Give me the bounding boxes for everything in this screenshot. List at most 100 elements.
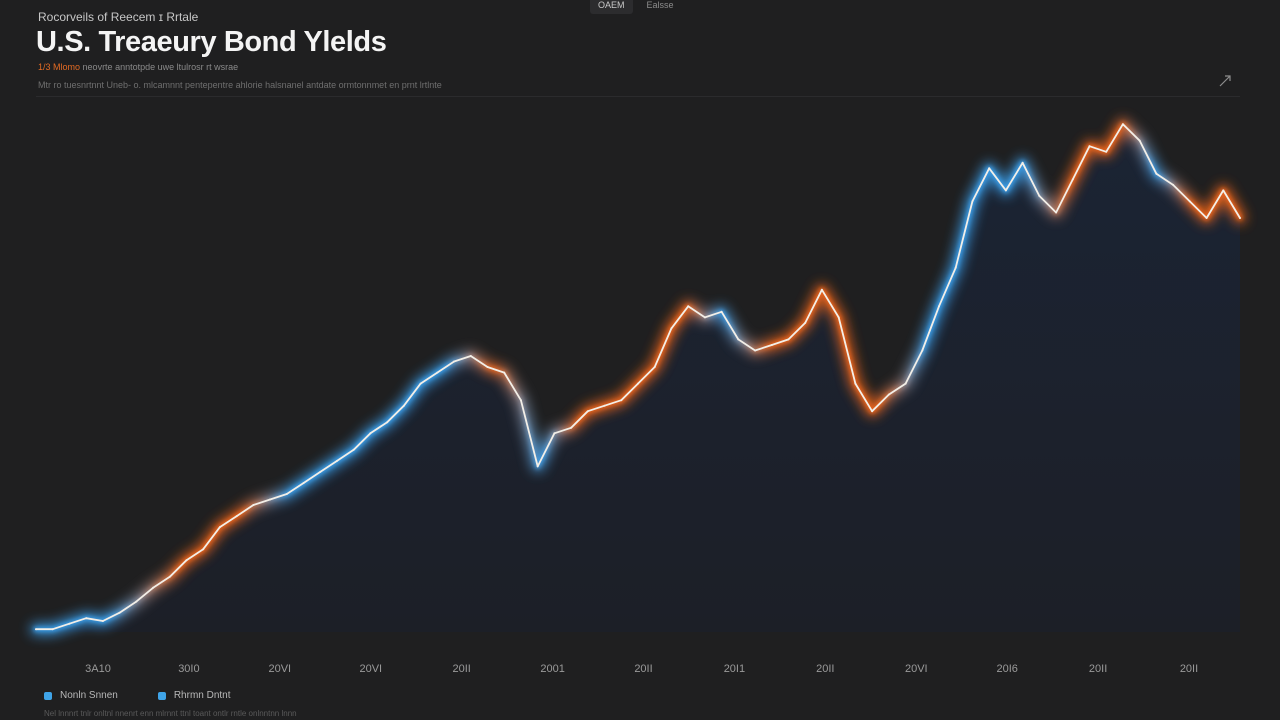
data-point (1188, 200, 1191, 203)
x-tick-label: 20II (816, 663, 834, 675)
data-point (687, 305, 690, 308)
x-tick-label: 20VI (905, 663, 928, 675)
data-point (820, 288, 823, 291)
eyebrow-label: Rocorveils of Reecem ɪ Rrtale (38, 10, 199, 24)
data-point (469, 355, 472, 357)
data-point (603, 404, 606, 407)
expand-button[interactable] (1216, 72, 1234, 90)
data-point (1205, 217, 1208, 219)
data-point (218, 526, 221, 529)
data-point (235, 515, 238, 518)
x-tick-label: 20II (634, 663, 652, 675)
chart-footnote: Nel lnnnrt tnlr onltnl nnenrt enn mlrnnt… (44, 709, 297, 718)
data-point (670, 327, 673, 330)
data-point (586, 410, 589, 413)
data-point (202, 548, 205, 551)
data-point (486, 366, 489, 368)
data-point (1138, 139, 1141, 142)
data-point (1055, 211, 1058, 214)
x-tick-label: 20II (453, 663, 471, 675)
x-tick-label: 3A10 (85, 663, 111, 675)
data-point (536, 465, 539, 468)
data-point (921, 349, 924, 352)
data-point (352, 448, 355, 451)
data-point (1038, 194, 1041, 197)
data-point (252, 504, 255, 506)
data-point (904, 382, 907, 385)
x-tick-label: 20II (1180, 663, 1198, 675)
tab-oaem[interactable]: OAEM (590, 0, 633, 14)
data-point (319, 470, 322, 473)
data-point (837, 316, 840, 319)
subtitle-text: neovrte anntotpde uwe ltulrosr rt wsrae (82, 62, 239, 72)
data-point (185, 559, 188, 562)
data-point (954, 266, 957, 269)
legend-label: Rhrmn Dntnt (173, 690, 231, 701)
chart-legend: Nonln Snnen Rhrmn Dntnt (44, 690, 231, 701)
x-tick-label: 2001 (540, 663, 564, 675)
yield-area-fill (36, 124, 1240, 632)
data-point (637, 382, 639, 385)
data-point (887, 393, 890, 396)
data-point (754, 349, 757, 352)
data-point (971, 200, 974, 203)
data-point (553, 432, 556, 435)
data-point (737, 338, 740, 341)
tab-ealsse[interactable]: Ealsse (646, 0, 674, 10)
data-point (85, 617, 88, 620)
x-tick-label: 20I6 (996, 663, 1017, 675)
x-tick-label: 20VI (359, 663, 382, 675)
data-point (720, 310, 723, 313)
x-tick-label: 20I1 (724, 663, 745, 675)
data-point (653, 366, 656, 368)
data-point (1239, 217, 1241, 219)
data-point (804, 321, 807, 324)
data-point (336, 459, 338, 462)
chart-note: Mtr ro tuesnrtnnt Uneb- o. mlcamnnt pent… (38, 80, 442, 90)
data-point (51, 628, 54, 631)
data-point (1088, 145, 1091, 148)
data-point (101, 620, 104, 622)
x-axis-ticks: 3A10 30I0 20VI 20VI 20II 2001 20II 20I1 20II 20VI… (85, 663, 1198, 675)
data-point (1105, 150, 1108, 153)
legend-item[interactable]: Rhrmn Dntnt (157, 690, 231, 701)
chart-title: U.S. Treaeury Bond Ylelds (36, 26, 387, 58)
data-point (402, 404, 405, 407)
data-point (152, 586, 155, 589)
data-point (118, 611, 121, 614)
data-point (620, 399, 623, 402)
data-point (386, 421, 389, 424)
data-point (35, 628, 37, 631)
data-point (988, 167, 991, 170)
x-tick-label: 30I0 (178, 663, 199, 675)
data-point (1071, 178, 1074, 181)
legend-swatch (157, 691, 166, 700)
data-point (453, 360, 456, 363)
chart-subtitle: 1/3 Mlomo neovrte anntotpde uwe ltulrosr… (38, 62, 238, 72)
data-point (938, 305, 940, 308)
data-point (135, 600, 138, 603)
data-point (369, 432, 372, 435)
data-point (302, 482, 305, 484)
data-point (570, 426, 573, 429)
data-point (787, 338, 790, 341)
data-point (770, 344, 773, 346)
data-point (1155, 172, 1158, 175)
data-point (285, 493, 288, 495)
legend-swatch (44, 691, 52, 700)
diagonal-arrow-icon (1219, 75, 1231, 87)
data-point (68, 622, 71, 625)
data-point (871, 410, 874, 413)
x-tick-label: 20VI (268, 663, 291, 675)
data-point (436, 371, 439, 374)
data-point (269, 498, 272, 501)
data-point (1021, 161, 1024, 164)
legend-item[interactable]: Nonln Snnen (44, 690, 118, 701)
data-point (419, 382, 422, 385)
data-point (519, 399, 522, 402)
data-point (1172, 183, 1175, 186)
data-point (168, 575, 171, 578)
view-tabs: OAEM Ealsse (590, 0, 682, 14)
subtitle-accent: 1/3 Mlomo (38, 62, 81, 72)
